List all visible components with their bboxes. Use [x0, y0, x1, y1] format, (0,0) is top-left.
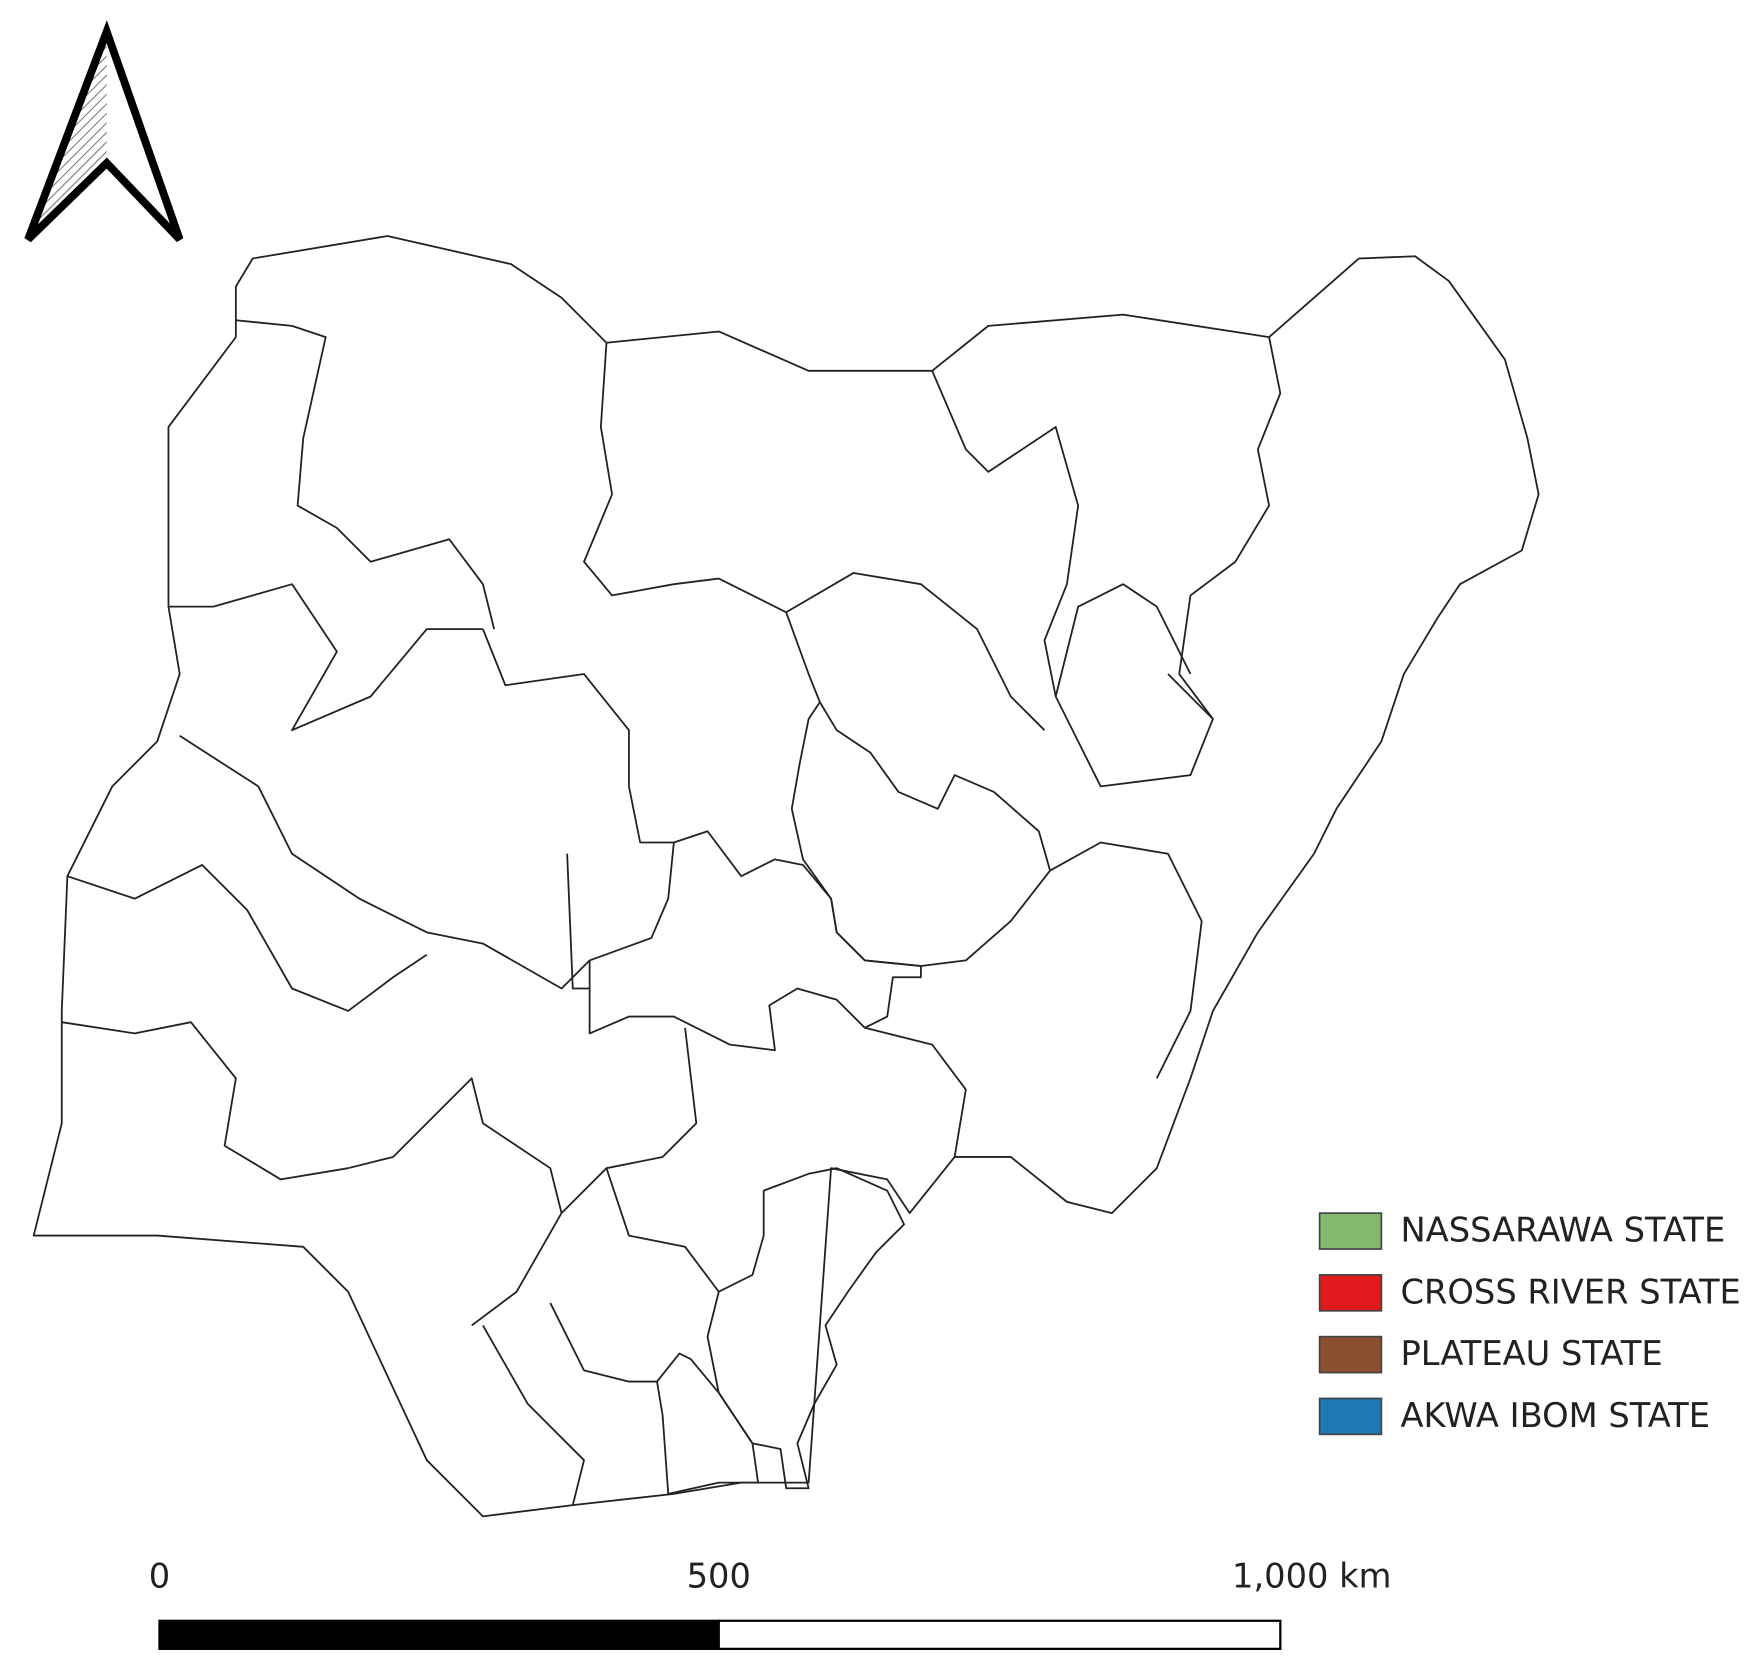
north-arrow: [24, 20, 184, 243]
legend-label: PLATEAU STATE: [1400, 1334, 1662, 1373]
akwa-ibom-state: [656, 1352, 759, 1495]
scale-label: 500: [687, 1557, 751, 1596]
legend-swatch: [1318, 1274, 1383, 1312]
legend: NASSARAWA STATE CROSS RIVER STATE PLATEAU …: [1318, 1211, 1741, 1436]
legend-label: AKWA IBOM STATE: [1400, 1396, 1710, 1435]
plateau-state: [790, 701, 1051, 967]
legend-label: NASSARAWA STATE: [1400, 1211, 1725, 1250]
country-outline: [32, 235, 1540, 1518]
scale-label: 0: [149, 1557, 170, 1596]
legend-swatch: [1318, 1335, 1383, 1374]
state-boundaries: [61, 319, 1282, 1506]
nassarawa-state: [588, 830, 922, 1052]
scale-label: 1,000 km: [1232, 1557, 1391, 1596]
legend-swatch: [1318, 1397, 1383, 1436]
legend-label: CROSS RIVER STATE: [1400, 1272, 1740, 1311]
legend-swatch: [1318, 1212, 1383, 1250]
cross-river-state: [706, 1167, 905, 1490]
scale-bar: 0 500 1,000 km: [149, 1557, 1392, 1650]
